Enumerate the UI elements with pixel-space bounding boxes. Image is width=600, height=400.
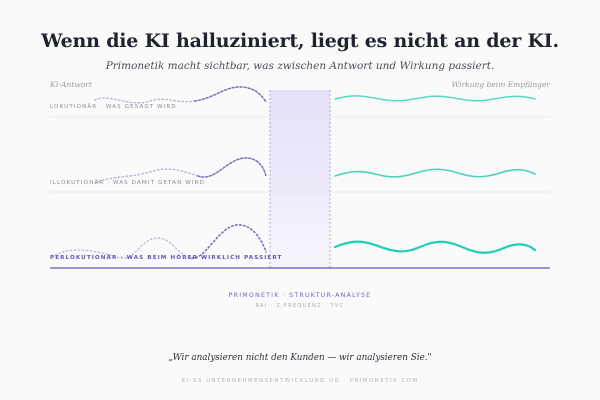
ai-wave-locutionary	[94, 86, 267, 104]
ai-wave-perlocutionary	[54, 224, 267, 259]
analysis-band	[270, 90, 330, 268]
row-label-perlocutionary: Perlokutionär · was beim Hörer wirklich …	[50, 255, 283, 261]
column-label-ai-answer: KI-Antwort	[50, 80, 92, 89]
ai-wave-locutionary-tail	[194, 86, 267, 103]
quote: „Wir analysieren nicht den Kunden — wir …	[168, 353, 432, 363]
page-title: Wenn die KI halluziniert, liegt es nicht…	[41, 30, 559, 52]
footer: KI-SS Unternehmensentwicklung UG · primo…	[181, 378, 419, 384]
analysis-sublabel: RAI · Z-Frequenz · TVC	[255, 303, 345, 309]
page-subtitle: Primonetik macht sichtbar, was zwischen …	[105, 60, 495, 72]
ai-wave-illocutionary-tail	[197, 157, 267, 178]
row-label-locutionary: Lokutionär · was gesagt wird	[50, 104, 177, 110]
effect-wave-locutionary	[334, 95, 536, 102]
ai-wave-perlocutionary-tail	[191, 224, 267, 259]
effect-wave-illocutionary	[334, 168, 536, 178]
analysis-label: Primonetik · Struktur-Analyse	[228, 292, 372, 299]
column-label-receiver-effect: Wirkung beim Empfänger	[451, 80, 550, 89]
row-label-illocutionary: Illokutionär · was damit getan wird	[50, 180, 206, 186]
effect-wave-perlocutionary	[333, 240, 537, 254]
